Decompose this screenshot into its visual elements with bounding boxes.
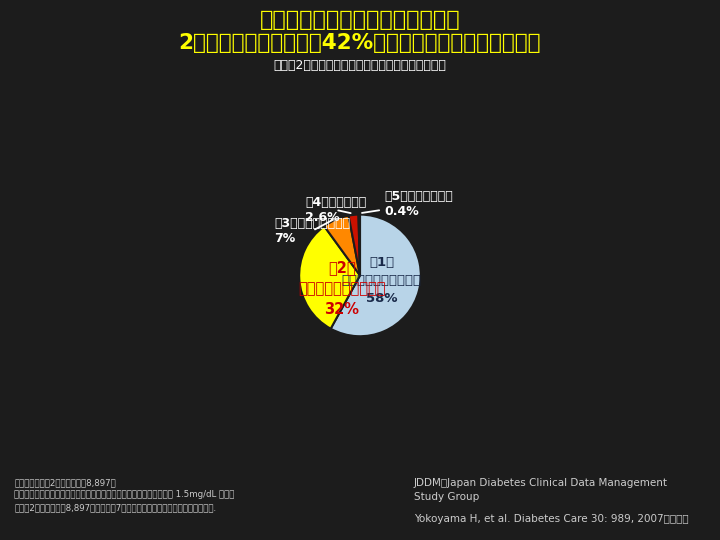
- Text: 第1期
（正常アルブミン尿）
58%: 第1期 （正常アルブミン尿） 58%: [342, 255, 422, 305]
- Text: 2型糖尿病患者のうち、42%が糖尿病腎症を合併している: 2型糖尿病患者のうち、42%が糖尿病腎症を合併している: [179, 32, 541, 53]
- Text: 対象：日本人の2型糖尿病患者8,897例
方法：アルブミン尿が測定されている腎機能低下（血清クレアチニン 1.5mg/dL 以上）
日本人2型糖尿病患者8,89: 対象：日本人の2型糖尿病患者8,897例 方法：アルブミン尿が測定されている腎機…: [14, 478, 235, 512]
- Wedge shape: [330, 214, 420, 336]
- Text: アルブミン尿の測定がされている: アルブミン尿の測定がされている: [260, 10, 460, 30]
- Text: 第2期
（微量アルブミン尿）
32%: 第2期 （微量アルブミン尿） 32%: [298, 260, 386, 317]
- Text: Yokoyama H, et al. Diabetes Care 30: 989, 2007より作図: Yokoyama H, et al. Diabetes Care 30: 989…: [414, 514, 688, 524]
- Text: 第5期（透析導入）
0.4%: 第5期（透析導入） 0.4%: [362, 190, 454, 218]
- Wedge shape: [348, 214, 360, 275]
- Text: 第4期（腎不全）
2.6%: 第4期（腎不全） 2.6%: [305, 196, 366, 224]
- Text: JDDM：Japan Diabetes Clinical Data Management
Study Group: JDDM：Japan Diabetes Clinical Data Manage…: [414, 478, 668, 502]
- Wedge shape: [359, 214, 360, 275]
- Text: 日本人2型糖尿病患者における糖尿病腎症の合併率: 日本人2型糖尿病患者における糖尿病腎症の合併率: [274, 59, 446, 72]
- Wedge shape: [324, 215, 360, 275]
- Wedge shape: [300, 226, 360, 329]
- Text: 第3期（顕性蛋白尿）
7%: 第3期（顕性蛋白尿） 7%: [274, 217, 351, 245]
